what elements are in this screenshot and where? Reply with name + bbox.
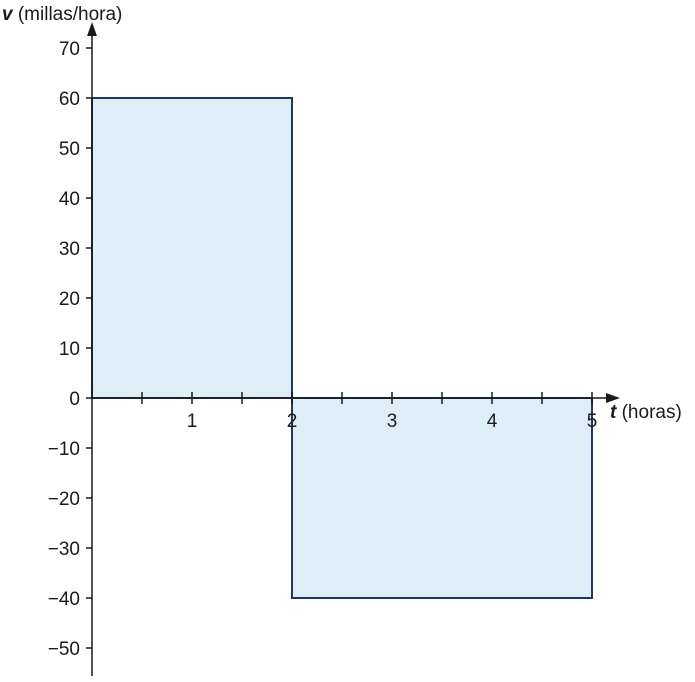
y-axis-arrowhead (87, 22, 97, 36)
y-tick-label-60: 60 (59, 89, 80, 110)
shaded-regions (91, 97, 593, 599)
x-axis-arrowhead (606, 393, 620, 403)
y-tick-label-10: 10 (59, 339, 80, 360)
x-tick-label-3: 3 (387, 411, 398, 432)
x-tick-label-5: 5 (587, 411, 598, 432)
y-tick-label--20: −20 (48, 489, 80, 510)
ticks: 70 60 50 40 30 20 10 0 −10 −20 −30 −40 −50 1 2 3 4 5 (48, 39, 598, 660)
y-axis-label: v (millas/hora) (2, 4, 122, 25)
x-tick-label-2: 2 (287, 411, 298, 432)
y-tick-label-20: 20 (59, 289, 80, 310)
axis-labels: v (millas/hora) t (horas) (2, 4, 682, 423)
x-axis-label: t (horas) (610, 402, 682, 423)
region-rect-2 (291, 397, 593, 599)
y-tick-label--10: −10 (48, 439, 80, 460)
region-rect-1 (91, 97, 293, 399)
y-tick-label--40: −40 (48, 589, 80, 610)
y-tick-label-30: 30 (59, 239, 80, 260)
x-axis-unit: (horas) (616, 402, 681, 423)
x-axis-variable: t (610, 402, 617, 423)
y-tick-label-50: 50 (59, 139, 80, 160)
y-tick-label--30: −30 (48, 539, 80, 560)
y-axis-variable: v (2, 4, 14, 25)
y-tick-label-0: 0 (69, 389, 80, 410)
y-tick-label--50: −50 (48, 639, 80, 660)
y-axis-unit: (millas/hora) (13, 4, 123, 25)
x-tick-label-4: 4 (487, 411, 498, 432)
y-tick-label-40: 40 (59, 189, 80, 210)
y-tick-label-70: 70 (59, 39, 80, 60)
axes (87, 22, 620, 676)
x-tick-label-1: 1 (187, 411, 198, 432)
